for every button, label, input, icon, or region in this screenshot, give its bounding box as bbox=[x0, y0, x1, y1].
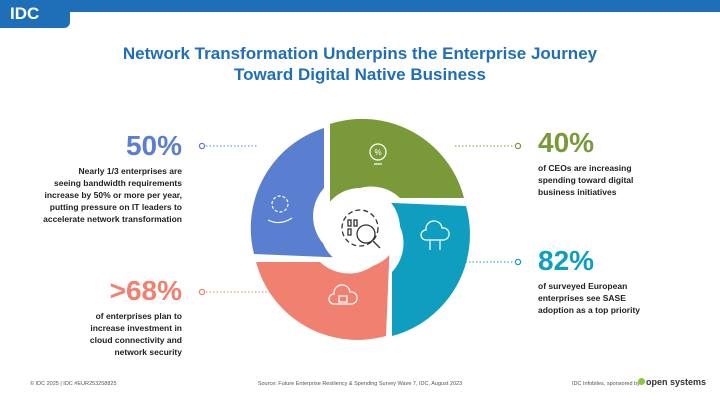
cloud-icon bbox=[420, 220, 450, 241]
footer-sponsor: IDC Infobites, sponsored by bbox=[572, 381, 640, 387]
stat-description: Nearly 1/3 enterprises are bbox=[78, 166, 182, 176]
search-handle bbox=[372, 240, 381, 249]
cloud-lock-icon bbox=[328, 284, 358, 305]
stat-description: enterprises see SASE bbox=[538, 293, 626, 303]
logo: IDC bbox=[10, 4, 40, 23]
bulb-icon bbox=[369, 143, 387, 161]
segment-green bbox=[330, 118, 464, 220]
search-icon bbox=[356, 224, 376, 244]
title-line: Network Transformation Underpins the Ent… bbox=[122, 44, 598, 63]
segment-teal bbox=[370, 202, 470, 336]
bit bbox=[347, 228, 352, 236]
gear-icon bbox=[341, 209, 379, 247]
stat-description: increase by 50% or more per year, bbox=[44, 190, 183, 200]
stat-description: of surveyed European bbox=[538, 281, 628, 291]
stat-description: cloud connectivity and bbox=[89, 335, 182, 345]
stat-value: 82% bbox=[538, 245, 595, 276]
stat-description: increase investment in bbox=[90, 323, 182, 333]
dot bbox=[198, 288, 206, 296]
bit bbox=[353, 219, 358, 227]
title-line: Toward Digital Native Business bbox=[234, 65, 486, 84]
dot bbox=[514, 142, 522, 150]
dot bbox=[198, 142, 206, 150]
lock bbox=[338, 295, 348, 303]
stat-description: putting pressure on IT leaders to bbox=[49, 202, 182, 212]
sponsor-logo: open systems bbox=[646, 377, 707, 387]
footer-left: © IDC 2025 | IDC #EUR253258825 bbox=[30, 381, 117, 387]
stat-value: 50% bbox=[125, 130, 182, 161]
gear-hand-icon bbox=[271, 195, 289, 213]
stat-description: of enterprises plan to bbox=[95, 311, 182, 321]
segment-salmon bbox=[256, 240, 390, 340]
stat-value: 40% bbox=[538, 127, 595, 158]
top-bar bbox=[0, 0, 720, 12]
stat-description: adoption as a top priority bbox=[538, 305, 641, 315]
stat-value: >68% bbox=[109, 275, 182, 306]
icon-text: % bbox=[374, 148, 381, 157]
stat-description: accelerate network transformation bbox=[43, 214, 182, 224]
footer-source: Source: Future Enterprise Resiliency & S… bbox=[257, 381, 463, 387]
segment-blue bbox=[250, 128, 350, 258]
stat-description: spending toward digital bbox=[538, 175, 634, 185]
dot bbox=[514, 258, 522, 266]
stat-description: of CEOs are increasing bbox=[538, 163, 632, 173]
hand bbox=[267, 217, 293, 224]
logo-box bbox=[0, 0, 70, 28]
bit bbox=[347, 219, 352, 227]
sponsor-mark bbox=[638, 378, 645, 385]
stat-description: seeing bandwidth requirements bbox=[54, 178, 182, 188]
stat-description: business initiatives bbox=[538, 187, 617, 197]
stat-description: network security bbox=[114, 347, 182, 357]
